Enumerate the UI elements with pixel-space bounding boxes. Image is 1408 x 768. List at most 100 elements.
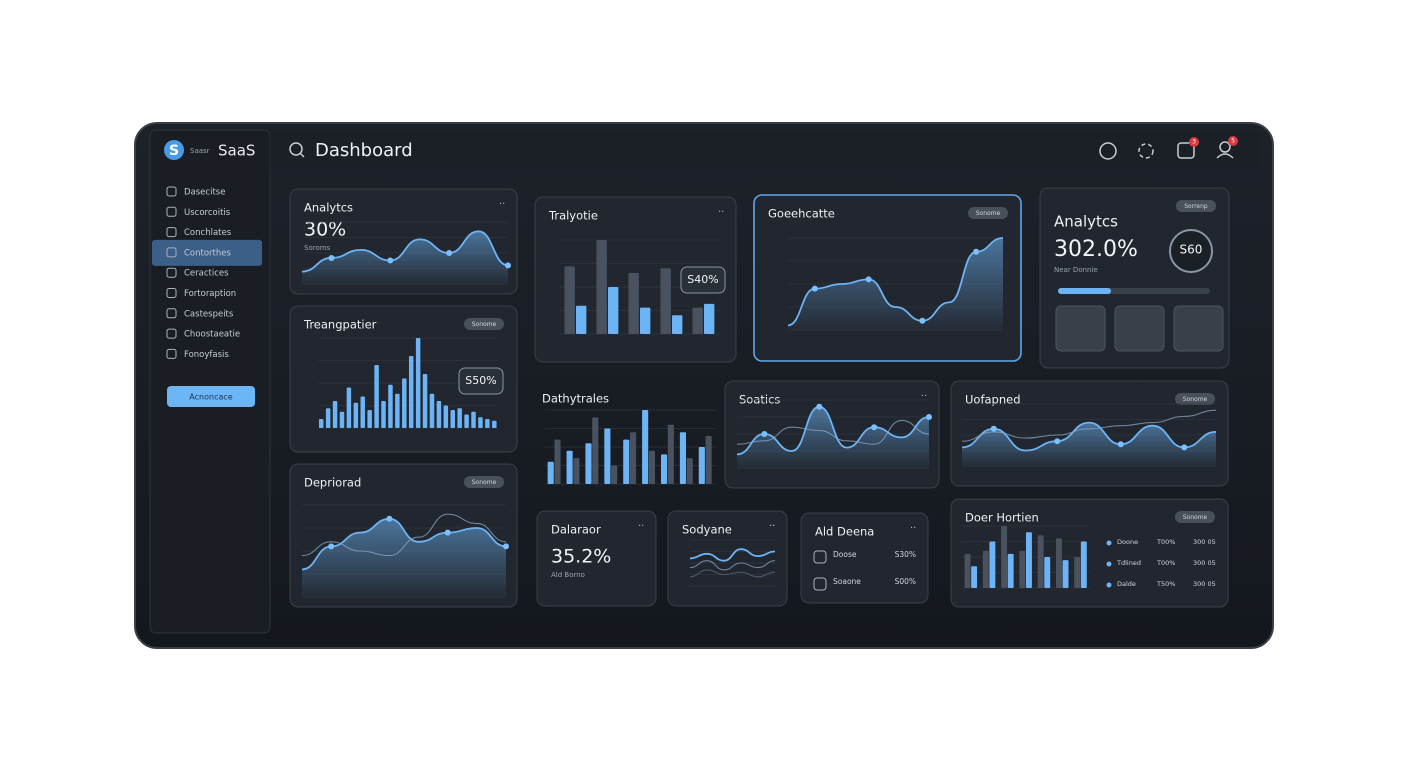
card-menu[interactable]: ·· (769, 521, 775, 532)
bar (1080, 541, 1087, 588)
card-value: 302.0% (1054, 237, 1138, 262)
point (811, 285, 818, 292)
card-menu[interactable]: ·· (921, 391, 927, 402)
card-title: Analytcs (304, 201, 353, 215)
callout-label: S40% (687, 273, 718, 286)
area (788, 238, 1003, 330)
messages-icon[interactable] (1177, 142, 1195, 159)
bar (450, 410, 455, 428)
line (301, 513, 507, 557)
ring (1169, 229, 1213, 273)
icon-tile[interactable] (1055, 305, 1106, 352)
action-button[interactable] (167, 386, 255, 407)
bar (464, 414, 469, 428)
bar (415, 338, 421, 428)
bar (640, 307, 651, 334)
line (787, 237, 1004, 327)
bar (1044, 557, 1051, 588)
point (387, 257, 394, 264)
area (302, 518, 506, 597)
nav-icon (166, 288, 177, 298)
row-extra: 300 05 (1193, 538, 1216, 546)
badge-label: Sonome (1183, 514, 1208, 521)
badge-label: Sonome (472, 479, 497, 486)
nav-item[interactable]: Castespeits (184, 309, 234, 319)
area (962, 422, 1216, 466)
bar (1074, 557, 1081, 588)
point (761, 431, 768, 437)
profile-icon[interactable] (1219, 141, 1231, 153)
icon-tile[interactable] (1173, 305, 1224, 352)
card-menu[interactable]: ·· (769, 521, 775, 532)
nav-item[interactable]: Choostaeatie (184, 330, 240, 340)
bar (402, 378, 407, 428)
nav-item[interactable]: Ceractices (184, 269, 229, 279)
card-menu[interactable]: ·· (910, 523, 916, 534)
card (536, 510, 657, 607)
brand-small: Saasr (190, 147, 210, 155)
point (1054, 438, 1061, 445)
bar (374, 365, 379, 428)
nav-icon (166, 308, 177, 319)
card-menu[interactable]: ·· (718, 207, 724, 218)
line (736, 405, 930, 456)
card-menu[interactable]: ·· (638, 521, 644, 532)
nav-item[interactable]: Contorthes (184, 248, 232, 258)
bar (1001, 526, 1008, 588)
line (736, 419, 930, 445)
share-icon[interactable] (1138, 143, 1154, 159)
card-note: Near Donnie (1054, 266, 1098, 274)
nav-item[interactable]: Fonoyfasis (184, 350, 229, 360)
bar (325, 408, 331, 428)
bar (679, 432, 686, 484)
nav-icon (166, 348, 177, 359)
bar (630, 432, 637, 484)
bar (611, 465, 618, 484)
row-label: Dalde (1117, 580, 1136, 588)
search-icon[interactable] (289, 142, 303, 156)
card-title: Dathytrales (542, 392, 609, 406)
point (386, 515, 393, 522)
card-title: Analytcs (1054, 213, 1118, 231)
bar (648, 450, 656, 484)
card-value: 35.2% (551, 546, 611, 568)
card-title: Treangpatier (303, 318, 377, 332)
nav-icon (166, 247, 177, 258)
badge (1175, 393, 1215, 405)
nav-item[interactable]: Dasecitse (184, 188, 225, 198)
area (302, 231, 508, 284)
legend-dot (1106, 561, 1112, 567)
row-value: T00% (1156, 538, 1175, 546)
callout (680, 266, 726, 294)
nav-item[interactable]: Conchlates (184, 228, 232, 238)
bar (667, 424, 674, 484)
nav-item[interactable]: Fortoraption (184, 289, 236, 299)
nav-icon (166, 328, 177, 339)
notification-badge (1189, 137, 1199, 147)
bar (408, 356, 414, 428)
badge (968, 207, 1008, 219)
nav-item[interactable]: Uscorcoitis (184, 208, 231, 218)
callout (458, 367, 504, 395)
line (689, 548, 776, 562)
bar (642, 410, 649, 484)
icon-tile[interactable] (1114, 305, 1165, 352)
bar (705, 435, 712, 484)
badge (464, 318, 504, 330)
bar (332, 401, 338, 428)
bar (1055, 538, 1062, 588)
row-extra: 300 05 (1193, 559, 1216, 567)
bar (339, 411, 345, 428)
bar (698, 447, 705, 484)
bar (672, 315, 683, 334)
card-title: Ald Deena (815, 525, 874, 539)
ring-label: S60 (1180, 243, 1203, 257)
card-value: 30% (304, 219, 346, 241)
badge-label: Sorrenp (1184, 203, 1208, 210)
row-icon (813, 550, 827, 564)
settings-icon[interactable] (1099, 142, 1117, 160)
bar (436, 401, 442, 428)
card-menu[interactable]: ·· (499, 199, 505, 210)
bar (388, 384, 393, 428)
row-value: T50% (1156, 580, 1175, 588)
